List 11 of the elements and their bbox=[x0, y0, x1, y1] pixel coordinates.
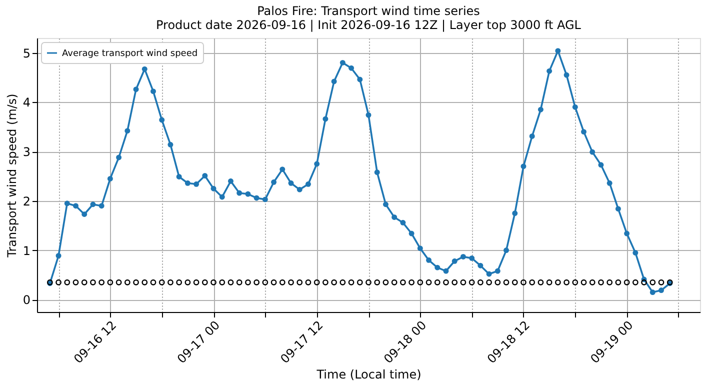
y-tick-label: 0 bbox=[22, 293, 30, 308]
y-tick-label: 1 bbox=[22, 244, 30, 258]
legend-label: Average transport wind speed bbox=[62, 49, 198, 59]
y-tick-label: 3 bbox=[22, 145, 30, 160]
y-tick-label: 2 bbox=[22, 194, 30, 208]
y-tick-label: 4 bbox=[22, 96, 30, 110]
y-tick-label: 5 bbox=[22, 46, 30, 60]
x-axis-title: Time (Local time) bbox=[316, 367, 422, 382]
chart-subtitle: Product date 2026-09-16 | Init 2026-09-16 12Z | Layer top 3000 ft AGL bbox=[156, 18, 582, 32]
y-axis-title: Transport wind speed (m/s) bbox=[4, 94, 19, 258]
chart-title: Palos Fire: Transport wind time series bbox=[257, 4, 480, 18]
